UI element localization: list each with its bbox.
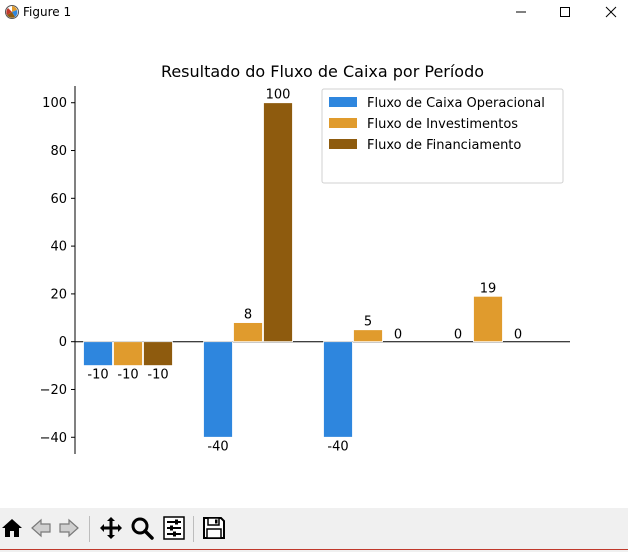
bar: [83, 341, 113, 366]
bar: [233, 322, 263, 343]
bar-data-label: 0: [514, 328, 522, 343]
y-tick-label: 40: [50, 240, 67, 255]
y-tick-label: 80: [50, 144, 67, 159]
bar-data-label: 0: [454, 328, 462, 343]
legend-box: [321, 88, 564, 184]
maximize-icon: [560, 7, 570, 17]
zoom-magnifier-icon: [131, 517, 154, 540]
bar-data-label: -10: [87, 368, 108, 383]
close-button[interactable]: [588, 0, 628, 24]
bar: [203, 341, 233, 438]
bar: [323, 341, 353, 438]
y-tick-label: −20: [40, 383, 67, 398]
window-bottom-edge: [0, 548, 628, 552]
minimize-icon: [516, 11, 526, 13]
navigation-toolbar: [0, 508, 628, 548]
zoom-button[interactable]: [128, 514, 156, 542]
legend-swatch: [329, 97, 357, 107]
y-tick-label: 0: [59, 335, 67, 350]
move-icon: [100, 517, 122, 539]
bar-chart: Resultado do Fluxo de Caixa por Período −…: [40, 62, 570, 454]
legend-label: Fluxo de Investimentos: [367, 117, 518, 132]
forward-button[interactable]: [55, 514, 83, 542]
legend-label: Fluxo de Financiamento: [367, 138, 521, 153]
y-tick-label: 20: [50, 287, 67, 302]
bar-data-label: 5: [364, 315, 372, 330]
figure-canvas[interactable]: Resultado do Fluxo de Caixa por Período −…: [0, 24, 628, 508]
matplotlib-figure-icon: [4, 4, 20, 20]
back-button[interactable]: [27, 514, 55, 542]
pan-button[interactable]: [97, 514, 125, 542]
bar-data-label: -10: [147, 368, 168, 383]
home-icon: [2, 519, 22, 537]
legend-swatch: [329, 139, 357, 149]
toolbar-separator: [193, 516, 194, 542]
forward-arrow-icon: [59, 518, 79, 538]
bar-data-label: 8: [244, 308, 252, 323]
window-title: Figure 1: [23, 5, 72, 19]
bar-data-label: -40: [327, 439, 348, 454]
save-button[interactable]: [200, 514, 228, 542]
bar: [113, 341, 143, 366]
bar: [143, 341, 173, 366]
close-icon: [605, 6, 617, 18]
save-disk-icon: [203, 517, 225, 539]
sliders-icon: [163, 516, 185, 540]
toolbar-separator: [89, 516, 90, 542]
legend-swatch: [329, 118, 357, 128]
y-tick-label: 60: [50, 192, 67, 207]
bar-data-label: 19: [480, 281, 497, 296]
maximize-button[interactable]: [542, 0, 588, 24]
minimize-button[interactable]: [498, 0, 544, 24]
bar: [353, 329, 383, 343]
home-button[interactable]: [0, 514, 26, 542]
window-bottom-accent: [0, 549, 628, 550]
bar: [263, 102, 293, 343]
y-tick-label: −40: [40, 431, 67, 446]
bar-data-label: 0: [394, 328, 402, 343]
bar-data-label: -40: [207, 439, 228, 454]
legend-label: Fluxo de Caixa Operacional: [367, 96, 545, 111]
configure-subplots-button[interactable]: [160, 514, 188, 542]
bar-data-label: -10: [117, 368, 138, 383]
y-tick-label: 100: [42, 96, 67, 111]
bar-data-label: 100: [266, 88, 291, 103]
chart-title: Resultado do Fluxo de Caixa por Período: [161, 62, 484, 81]
title-bar: Figure 1: [0, 0, 628, 24]
bar: [473, 295, 503, 343]
back-arrow-icon: [31, 518, 51, 538]
